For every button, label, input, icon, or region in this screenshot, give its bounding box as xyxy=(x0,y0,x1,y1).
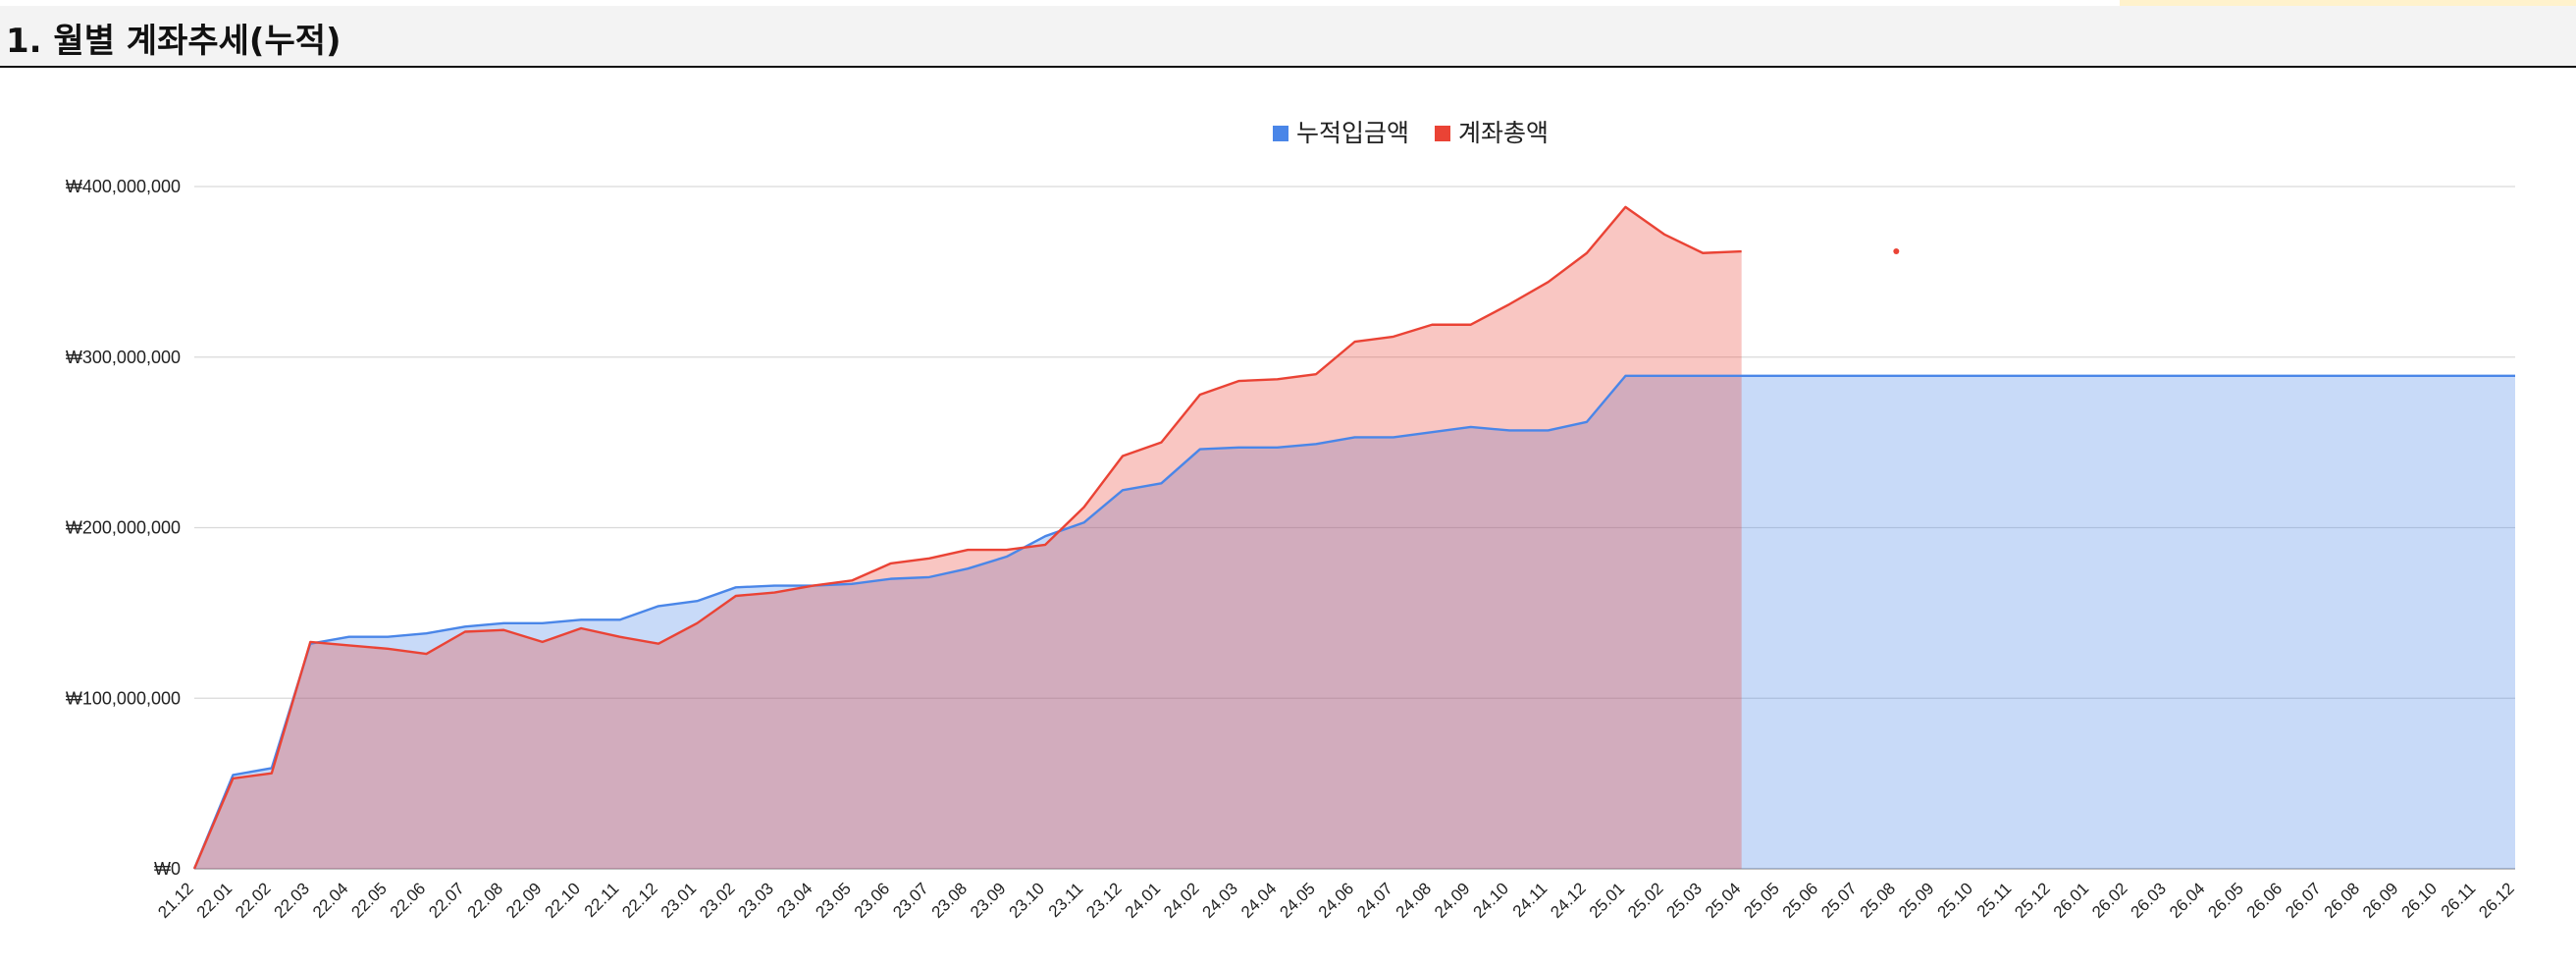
y-tick-label: ₩400,000,000 xyxy=(66,177,181,196)
x-tick-label: 22.06 xyxy=(387,879,430,922)
x-tick-label: 24.04 xyxy=(1237,879,1281,922)
x-tick-label: 22.07 xyxy=(425,879,468,922)
x-tick-label: 23.09 xyxy=(967,879,1010,922)
corner-note xyxy=(2120,0,2576,6)
x-tick-label: 22.10 xyxy=(541,879,584,922)
legend-label: 누적입금액 xyxy=(1296,119,1409,147)
legend-swatch xyxy=(1435,126,1450,141)
x-tick-label: 26.08 xyxy=(2321,879,2364,922)
x-tick-label: 22.02 xyxy=(232,879,275,922)
x-tick-label: 26.11 xyxy=(2438,879,2480,921)
x-tick-label: 26.05 xyxy=(2204,879,2247,922)
gridlines xyxy=(194,186,2515,870)
section-title: 1. 월별 계좌추세(누적) xyxy=(6,22,342,61)
x-tick-label: 26.09 xyxy=(2359,879,2402,922)
x-tick-label: 25.01 xyxy=(1586,879,1629,922)
area-chart: ₩0 ₩100,000,000 ₩200,000,000 ₩300,000,000 ₩4… xyxy=(66,119,2518,922)
x-tick-label: 23.05 xyxy=(812,879,855,922)
y-tick-label: ₩0 xyxy=(154,859,181,879)
series-areas xyxy=(194,206,2515,870)
x-tick-label: 24.02 xyxy=(1160,879,1203,922)
x-tick-label: 26.04 xyxy=(2166,879,2209,922)
x-tick-label: 23.06 xyxy=(851,879,894,922)
series-lines xyxy=(192,205,2515,870)
x-tick-label: 26.07 xyxy=(2282,879,2325,922)
x-tick-label: 25.06 xyxy=(1779,879,1822,922)
x-tick-label: 24.08 xyxy=(1393,879,1436,922)
x-tick-label: 26.12 xyxy=(2475,879,2518,922)
x-tick-label: 22.12 xyxy=(618,879,661,922)
x-tick-label: 24.10 xyxy=(1469,879,1512,922)
x-tick-label: 22.08 xyxy=(464,879,507,922)
x-tick-label: 24.03 xyxy=(1199,879,1242,922)
series-area xyxy=(194,375,2515,869)
x-tick-label: 23.08 xyxy=(928,879,972,922)
series-point xyxy=(1893,248,1900,255)
x-tick-label: 23.02 xyxy=(696,879,739,922)
x-tick-label: 23.12 xyxy=(1082,879,1126,922)
x-tick-label: 25.07 xyxy=(1817,879,1861,922)
legend-swatch xyxy=(1273,126,1288,141)
x-tick-label: 22.04 xyxy=(309,879,352,922)
x-tick-label: 25.12 xyxy=(2011,879,2054,922)
x-tick-label: 22.03 xyxy=(271,879,314,922)
y-tick-label: ₩200,000,000 xyxy=(66,518,181,538)
x-axis: 21.1222.0122.0222.0322.0422.0522.0622.07… xyxy=(154,879,2518,922)
x-tick-label: 26.06 xyxy=(2243,879,2287,922)
y-axis: ₩0 ₩100,000,000 ₩200,000,000 ₩300,000,000 ₩4… xyxy=(66,177,181,879)
x-tick-label: 26.10 xyxy=(2397,879,2441,922)
x-tick-label: 23.10 xyxy=(1005,879,1048,922)
x-tick-label: 21.12 xyxy=(154,879,197,922)
legend-label: 계좌총액 xyxy=(1458,119,1549,147)
x-tick-label: 24.11 xyxy=(1509,879,1551,921)
x-tick-label: 26.01 xyxy=(2050,879,2093,922)
series-area xyxy=(194,206,1742,870)
legend: 누적입금액 계좌총액 xyxy=(1273,119,1549,147)
x-tick-label: 23.03 xyxy=(735,879,778,922)
x-tick-label: 24.06 xyxy=(1315,879,1358,922)
x-tick-label: 25.02 xyxy=(1624,879,1667,922)
x-tick-label: 23.07 xyxy=(889,879,932,922)
x-tick-label: 26.02 xyxy=(2088,879,2131,922)
y-tick-label: ₩300,000,000 xyxy=(66,348,181,367)
series-line xyxy=(192,374,2515,870)
section-header: 1. 월별 계좌추세(누적) xyxy=(0,6,2576,68)
x-tick-label: 22.09 xyxy=(502,879,546,922)
x-tick-label: 24.05 xyxy=(1276,879,1319,922)
x-tick-label: 25.09 xyxy=(1895,879,1938,922)
x-tick-label: 25.11 xyxy=(1973,879,2016,921)
x-tick-label: 25.05 xyxy=(1740,879,1783,922)
x-tick-label: 22.05 xyxy=(347,879,391,922)
x-tick-label: 24.09 xyxy=(1431,879,1474,922)
series-line xyxy=(192,205,1742,870)
x-tick-label: 25.04 xyxy=(1702,879,1745,922)
x-tick-label: 23.11 xyxy=(1045,879,1087,921)
y-tick-label: ₩100,000,000 xyxy=(66,688,181,708)
x-tick-label: 25.08 xyxy=(1857,879,1900,922)
x-tick-label: 22.11 xyxy=(581,879,623,921)
x-tick-label: 24.12 xyxy=(1547,879,1590,922)
x-tick-label: 24.07 xyxy=(1353,879,1396,922)
x-tick-label: 23.01 xyxy=(657,879,701,922)
x-tick-label: 25.03 xyxy=(1663,879,1707,922)
x-tick-label: 22.01 xyxy=(193,879,237,922)
x-tick-label: 26.03 xyxy=(2128,879,2171,922)
x-tick-label: 24.01 xyxy=(1122,879,1165,922)
x-tick-label: 23.04 xyxy=(773,879,816,922)
x-tick-label: 25.10 xyxy=(1933,879,1976,922)
